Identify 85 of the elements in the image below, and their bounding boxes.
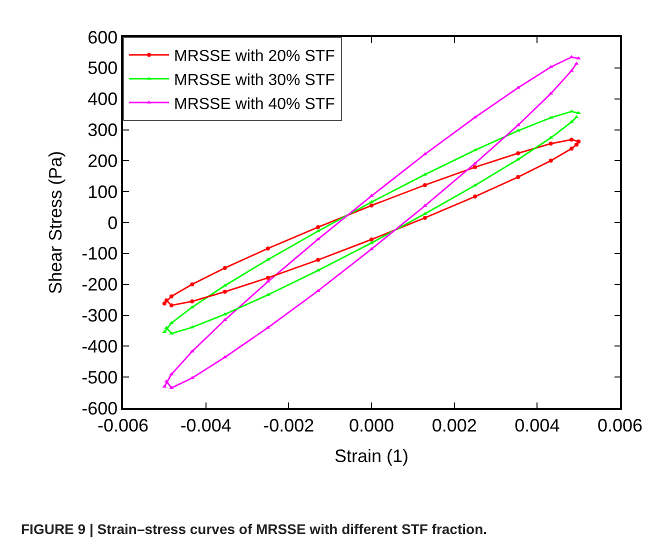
point	[473, 194, 478, 199]
point	[169, 303, 174, 308]
point	[369, 240, 374, 244]
point	[266, 292, 270, 296]
point	[516, 123, 520, 126]
point	[576, 56, 581, 60]
point	[369, 247, 374, 250]
y-tick-label: -400	[82, 336, 118, 356]
y-tick-label: -100	[82, 244, 118, 264]
point	[574, 142, 579, 147]
point	[164, 326, 169, 329]
point	[370, 204, 374, 208]
point	[516, 175, 520, 180]
point	[422, 183, 427, 188]
point	[548, 142, 553, 146]
point	[472, 161, 478, 164]
point	[169, 320, 174, 324]
point	[422, 212, 428, 215]
point	[266, 280, 270, 283]
legend-label: MRSSE with 40% STF	[174, 96, 336, 113]
point	[190, 376, 194, 380]
point	[164, 379, 169, 382]
x-tick-label: 0.002	[432, 415, 477, 436]
point	[190, 349, 194, 352]
legend-label: MRSSE with 20% STF	[174, 48, 336, 66]
point	[370, 238, 374, 242]
y-tick-label: 0	[108, 212, 118, 233]
y-tick-label: -500	[82, 367, 118, 388]
y-tick-label: -300	[82, 306, 118, 326]
point	[222, 312, 228, 316]
point	[369, 194, 374, 197]
y-axis-title: Shear Stress (Pa)	[45, 150, 66, 294]
point	[422, 216, 427, 220]
point	[222, 290, 227, 294]
point	[548, 64, 554, 68]
point	[516, 151, 520, 156]
point	[222, 318, 228, 321]
point	[548, 136, 554, 139]
point	[266, 276, 270, 280]
point	[516, 157, 520, 160]
point	[222, 266, 227, 270]
point	[472, 115, 478, 118]
y-tick-label: 200	[88, 150, 118, 171]
point	[569, 120, 574, 124]
point	[574, 115, 579, 118]
x-tick-label: 0.004	[514, 415, 560, 436]
point	[473, 165, 478, 170]
point	[576, 111, 581, 114]
point	[316, 225, 320, 230]
y-tick-label: -200	[82, 274, 118, 295]
y-tick-label: 100	[88, 182, 118, 202]
point	[169, 331, 174, 334]
point	[162, 302, 166, 306]
caption: FIGURE 9 | Strain–stress curves of MRSSE with different STF fraction.	[21, 521, 488, 538]
y-tick-label: 600	[88, 27, 118, 48]
point	[169, 386, 174, 389]
point	[548, 92, 554, 95]
point	[548, 158, 553, 163]
point	[369, 200, 374, 204]
point	[190, 299, 194, 304]
point	[574, 62, 579, 65]
x-tick-label: -0.002	[263, 415, 314, 436]
point	[472, 183, 478, 186]
point	[316, 258, 320, 262]
point	[576, 140, 581, 144]
point	[190, 282, 194, 286]
y-tick-label: 300	[88, 120, 118, 140]
point	[222, 355, 228, 358]
x-tick-label: 0.000	[348, 415, 394, 436]
point	[422, 204, 428, 207]
point	[164, 298, 168, 302]
x-axis-title: Strain (1)	[334, 446, 409, 466]
point	[316, 288, 320, 292]
point	[266, 246, 270, 250]
point	[222, 284, 228, 287]
x-tick-label: -0.004	[180, 415, 232, 436]
point	[162, 330, 167, 333]
x-tick-label: 0.006	[597, 415, 643, 436]
point	[570, 146, 574, 151]
point	[570, 138, 574, 142]
y-tick-label: 500	[88, 58, 118, 78]
y-tick-label: 400	[88, 89, 118, 110]
point	[169, 294, 174, 298]
point	[169, 372, 174, 376]
legend-label: MRSSE with 30% STF	[174, 72, 336, 89]
